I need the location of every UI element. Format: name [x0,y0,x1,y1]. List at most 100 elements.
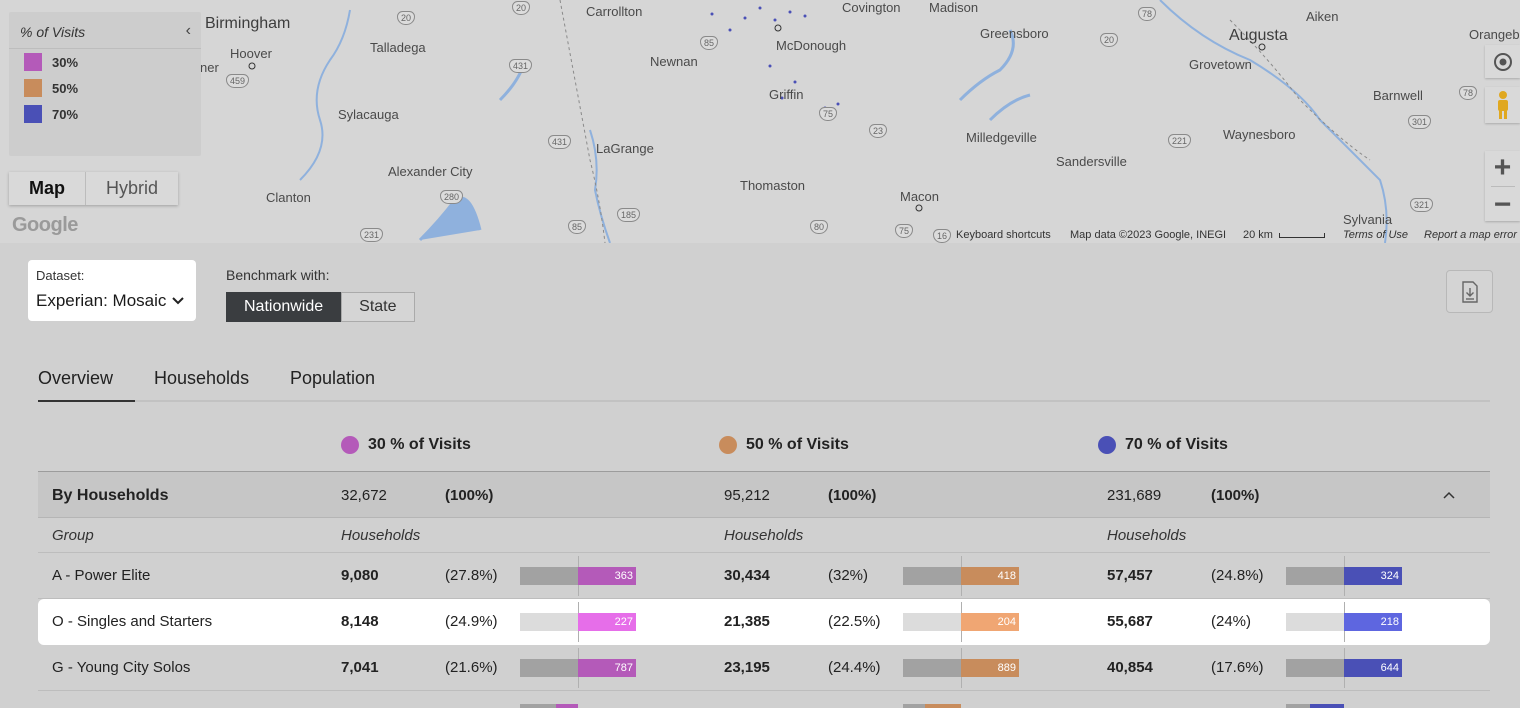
map[interactable]: Birmingham Hoover Talladega Carrollton C… [0,0,1520,243]
highway-shield-icon: 16 [933,229,952,243]
legend-swatch-50 [24,79,42,97]
chevron-down-icon [172,297,185,305]
index-value: 889 [961,659,1019,677]
table-row[interactable]: A - Power Elite 9,080 (27.8%) 363 30,434 (32%… [38,553,1490,599]
household-count: 40,854 [1107,659,1153,676]
highway-shield-icon: 20 [397,11,416,25]
summary-count-50: 95,212 [724,487,770,504]
legend-item-50: 50% [9,75,201,101]
index-value: 324 [1344,567,1402,585]
dataset-value: Experian: Mosaic [36,291,167,310]
group-column-header: Group [52,527,94,544]
column-header-30: 30 % of Visits [341,436,471,454]
map-city-label: Birmingham [205,15,291,32]
summary-count-30: 32,672 [341,487,387,504]
map-terrain [248,0,1388,243]
map-city-label: Aiken [1306,9,1339,24]
map-city-label: Barnwell [1373,88,1423,103]
highway-shield-icon: 78 [1459,86,1478,100]
highway-shield-icon: 75 [895,224,914,238]
summary-pct-70: (100%) [1211,487,1260,504]
households-header-30: Households [341,527,421,544]
map-city-label: Covington [842,0,901,15]
index-bar: 363 [520,556,636,596]
tab-bar: Overview Households Population [38,355,1490,402]
index-bar: 324 [1286,556,1402,596]
map-city-label: Milledgeville [966,130,1037,145]
map-type-hybrid-button[interactable]: Hybrid [106,178,159,198]
locate-button[interactable] [1485,45,1520,78]
index-value: 204 [961,613,1019,631]
tab-overview[interactable]: Overview [38,368,135,402]
household-pct: (22.5%) [828,613,881,630]
group-name: A - Power Elite [52,567,151,584]
map-data-attribution: Map data ©2023 Google, INEGI [1070,229,1227,241]
benchmark-state-button[interactable]: State [341,292,415,322]
map-city-label: Sylvania [1343,212,1393,227]
download-button[interactable] [1446,270,1493,313]
map-type-map-button[interactable]: Map [9,172,86,205]
tab-population[interactable]: Population [290,368,376,388]
index-bar: 218 [1286,602,1402,642]
map-type-toggle: Map Hybrid [9,172,179,205]
group-name: G - Young City Solos [52,659,191,676]
index-bar: 204 [903,602,1019,642]
highway-shield-icon: 85 [568,220,587,234]
highway-shield-icon: 321 [1410,198,1434,212]
map-city-label: Sandersville [1056,154,1127,169]
map-city-label: Grovetown [1189,57,1252,72]
zoom-out-button[interactable]: − [1493,187,1512,221]
google-logo: Google [12,214,78,236]
summary-row[interactable]: By Households 32,672 (100%) 95,212 (100%… [38,471,1490,518]
map-legend: % of Visits ‹ 30% 50% 70% [9,12,201,156]
download-icon [1461,280,1478,303]
table-row[interactable]: O - Singles and Starters 8,148 (24.9%) 227 2… [38,599,1490,645]
partial-bar-30 [520,704,636,708]
index-value: 227 [578,613,636,631]
legend-title: % of Visits [9,12,201,49]
dataset-select[interactable]: Dataset: Experian: Mosaic [28,260,196,321]
household-count: 23,195 [724,659,770,676]
terms-of-use-link[interactable]: Terms of Use [1343,229,1409,241]
household-pct: (27.8%) [445,567,498,584]
summary-label: By Households [52,487,169,504]
highway-shield-icon: 20 [512,1,531,15]
legend-collapse-icon[interactable]: ‹ [185,22,191,39]
map-city-label: LaGrange [596,141,654,156]
map-city-label: Sylacauga [338,107,399,122]
table-header-row: Group Households Households Households [38,518,1490,553]
map-scale: 20 km [1243,229,1326,241]
highway-shield-icon: 20 [1100,33,1119,47]
map-city-label: Hoover [230,46,272,61]
legend-swatch-30 [24,53,42,71]
highway-shield-icon: 231 [360,228,384,242]
dataset-label: Dataset: [36,268,85,283]
household-pct: (24.4%) [828,659,881,676]
map-city-label: Carrollton [586,4,643,19]
table-row-partial[interactable] [38,692,1490,708]
household-count: 9,080 [341,567,379,584]
highway-shield-icon: 431 [509,59,533,73]
keyboard-shortcuts-link[interactable]: Keyboard shortcuts [956,229,1051,241]
map-city-label: Talladega [370,40,426,55]
zoom-controls: + − [1485,151,1520,221]
street-view-button[interactable] [1485,87,1520,123]
benchmark-nationwide-button[interactable]: Nationwide [226,292,342,322]
tab-households[interactable]: Households [154,368,250,388]
legend-item-70: 70% [9,101,201,127]
highway-shield-icon: 85 [700,36,719,50]
demographics-panel: Dataset: Experian: Mosaic Benchmark with… [0,243,1520,708]
report-map-error-link[interactable]: Report a map error [1424,229,1517,241]
highway-shield-icon: 221 [1168,134,1192,148]
group-name: O - Singles and Starters [52,613,213,630]
map-city-label: ner [200,60,219,75]
household-count: 21,385 [724,613,770,630]
chevron-up-icon[interactable] [1443,491,1455,499]
target-icon [1493,52,1512,71]
index-bar: 787 [520,648,636,688]
table-row[interactable]: G - Young City Solos 7,041 (21.6%) 787 23,19… [38,645,1490,691]
index-bar: 889 [903,648,1019,688]
summary-pct-30: (100%) [445,487,494,504]
highway-shield-icon: 301 [1408,115,1432,129]
zoom-in-button[interactable]: + [1493,150,1512,184]
